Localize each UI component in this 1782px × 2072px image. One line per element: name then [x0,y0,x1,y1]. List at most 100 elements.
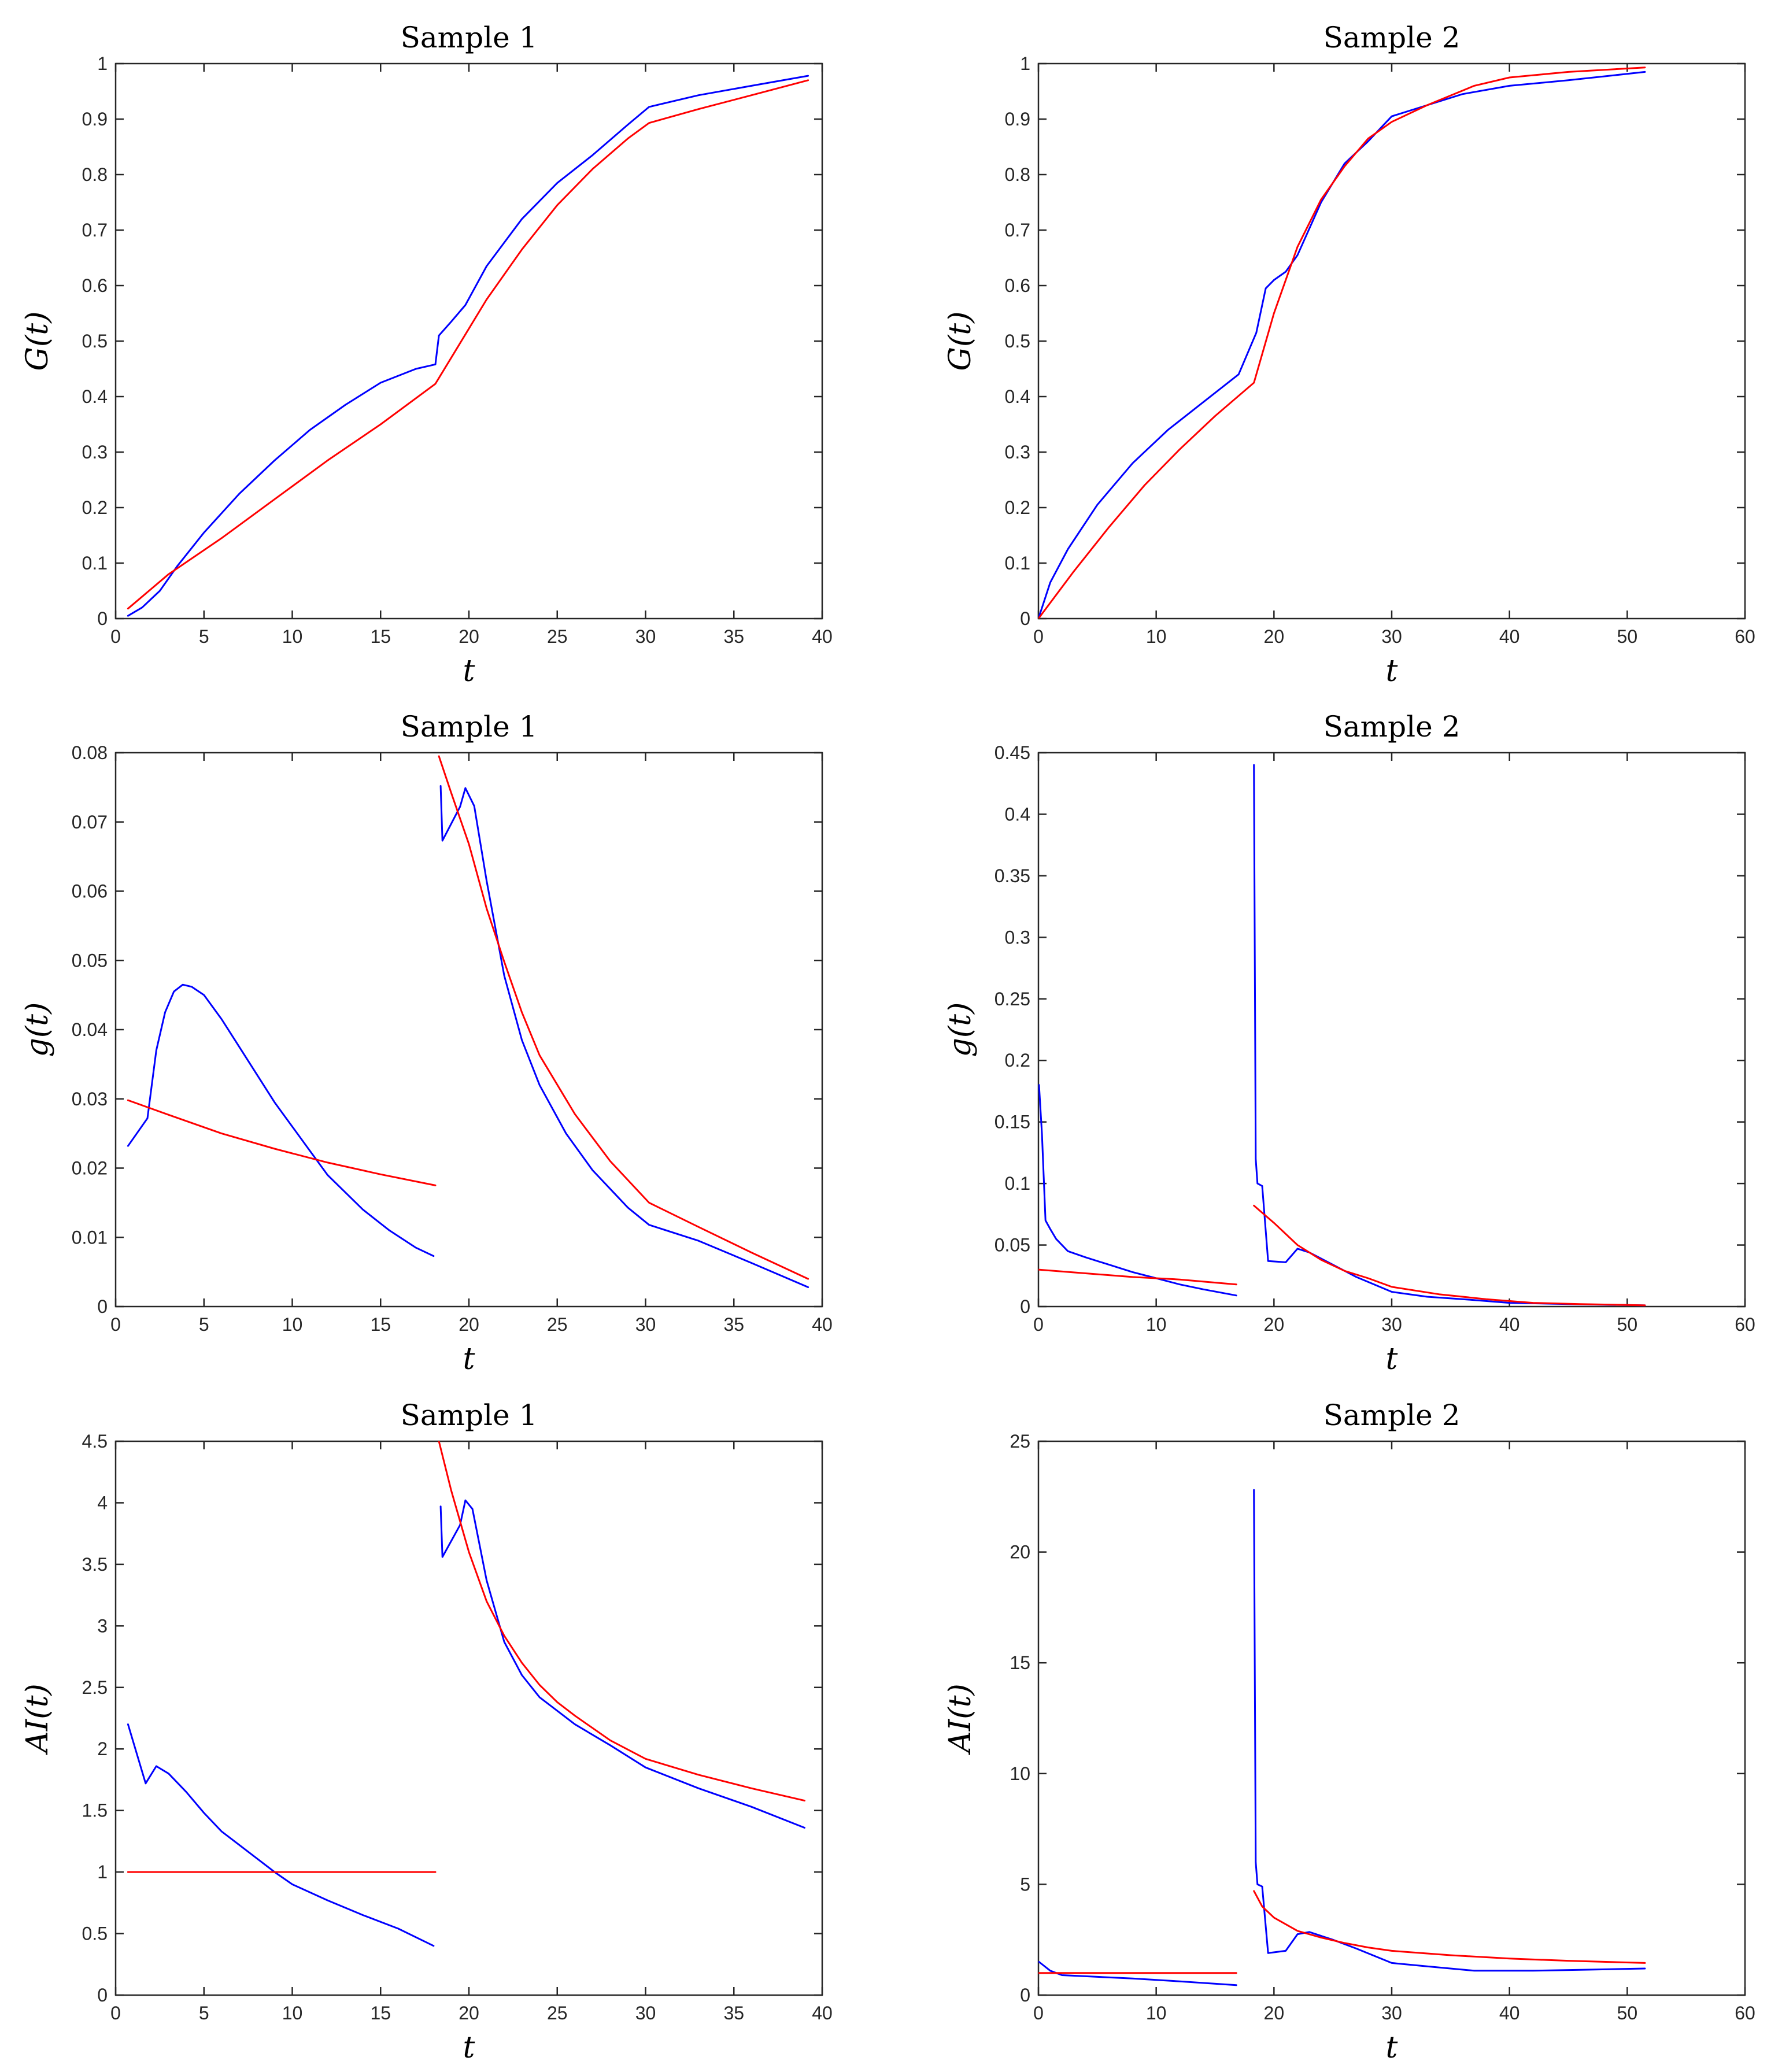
y-tick-label: 4.5 [82,1431,108,1452]
y-tick-label: 0.9 [1005,109,1030,130]
y-tick-label: 0.35 [994,865,1030,886]
x-tick-label: 30 [635,2003,656,2023]
x-tick-label: 35 [723,1314,744,1335]
x-tick-label: 60 [1735,2003,1755,2023]
y-tick-label: 0 [1020,1296,1030,1317]
series-line-red-segment-2 [1253,1204,1646,1307]
x-tick-label: 0 [1033,2003,1044,2023]
y-tick-label: 0.4 [82,386,108,407]
series-line-red-segment-1 [127,1099,437,1186]
y-tick-label: 0.6 [1005,275,1030,296]
series-group [1038,66,1646,619]
chart-title: Sample 1 [401,710,538,743]
x-tick-label: 0 [110,1314,121,1335]
series-line-red-segment-2 [438,1441,805,1802]
x-tick-label: 30 [1381,626,1402,647]
y-tick-label: 0.04 [72,1019,108,1040]
y-tick-label: 3 [97,1615,108,1636]
x-tick-label: 25 [547,626,568,647]
series-line-blue-segment-1 [1038,71,1646,619]
x-tick-label: 15 [370,1314,391,1335]
y-tick-label: 4 [97,1492,108,1513]
plot-area [114,1440,823,1996]
x-tick-label: 10 [282,626,303,647]
plot-area [114,752,823,1308]
series-group [1038,1489,1646,1986]
y-tick-label: 0.8 [1005,164,1030,185]
x-tick-label: 20 [459,2003,479,2023]
series-line-blue-segment-1 [127,75,809,617]
y-axis-label: G(t) [20,311,55,371]
x-tick-label: 30 [1381,1314,1402,1335]
y-tick-label: 0.7 [82,220,108,240]
series-line-blue-segment-2 [439,785,809,1288]
x-axis-label: t [463,2030,475,2065]
y-tick-label: 1.5 [82,1800,108,1821]
x-tick-label: 25 [547,2003,568,2023]
x-tick-label: 10 [1146,1314,1167,1335]
y-tick-label: 0.2 [1005,1050,1030,1071]
plot-area [1037,1440,1746,1996]
x-tick-label: 10 [1146,2003,1167,2023]
y-tick-label: 0 [97,1296,108,1317]
series-group [1038,764,1646,1307]
x-tick-label: 35 [723,626,744,647]
x-tick-label: 0 [1033,626,1044,647]
x-tick-label: 5 [199,626,209,647]
x-axis-label: t [463,1342,475,1377]
x-tick-label: 5 [199,1314,209,1335]
y-axis-label: AI(t) [943,1684,978,1755]
y-tick-label: 0.8 [82,164,108,185]
y-tick-label: 0 [97,1985,108,2006]
y-tick-label: 10 [1010,1763,1030,1784]
x-tick-label: 20 [1264,2003,1285,2023]
x-tick-label: 60 [1735,626,1755,647]
y-tick-label: 0.05 [72,950,108,971]
chart-panel-6: 0 10 20 30 40 50 60 0 5 10 15 20 25 Sample 2 t AI(t) [943,1398,1755,2065]
x-tick-label: 30 [635,1314,656,1335]
y-tick-label: 0.03 [72,1089,108,1109]
series-line-red-segment-2 [1253,1890,1646,1964]
x-tick-label: 30 [1381,2003,1402,2023]
y-tick-label: 2.5 [82,1677,108,1698]
y-tick-label: 20 [1010,1542,1030,1563]
plot-area [1037,62,1746,620]
chart-title: Sample 1 [401,21,538,54]
chart-title: Sample 2 [1323,710,1461,743]
x-tick-label: 0 [110,626,121,647]
y-tick-label: 0.5 [1005,331,1030,352]
y-tick-label: 0.1 [1005,553,1030,574]
x-tick-label: 40 [812,626,833,647]
x-tick-label: 60 [1735,1314,1755,1335]
chart-title: Sample 2 [1323,1398,1461,1432]
x-tick-label: 20 [1264,1314,1285,1335]
y-tick-label: 0.25 [994,989,1030,1009]
x-tick-label: 50 [1617,1314,1638,1335]
y-tick-label: 0.6 [82,275,108,296]
series-line-blue-segment-1 [1038,1084,1237,1297]
series-line-blue-segment-2 [439,1499,805,1829]
x-tick-label: 15 [370,626,391,647]
y-tick-label: 0.05 [994,1235,1030,1256]
y-axis-label: AI(t) [20,1684,55,1755]
x-tick-label: 40 [812,2003,833,2023]
y-tick-label: 0.3 [82,442,108,462]
x-tick-label: 10 [282,2003,303,2023]
x-tick-label: 35 [723,2003,744,2023]
series-line-red-segment-1 [1038,1268,1237,1286]
y-axis-label: g(t) [943,1002,978,1057]
series-line-blue-segment-1 [127,983,435,1257]
y-tick-label: 0.9 [82,109,108,130]
y-tick-label: 0.1 [82,553,108,574]
series-line-red-segment-1 [127,79,809,610]
x-tick-label: 0 [110,2003,121,2023]
series-group [127,75,809,617]
y-tick-label: 0.5 [82,331,108,352]
y-tick-label: 25 [1010,1431,1030,1452]
chart-title: Sample 2 [1323,21,1461,54]
series-line-red-segment-1 [1038,66,1646,619]
chart-title: Sample 1 [401,1398,538,1432]
y-tick-label: 0.7 [1005,220,1030,240]
x-tick-label: 5 [199,2003,209,2023]
series-group [127,755,809,1288]
